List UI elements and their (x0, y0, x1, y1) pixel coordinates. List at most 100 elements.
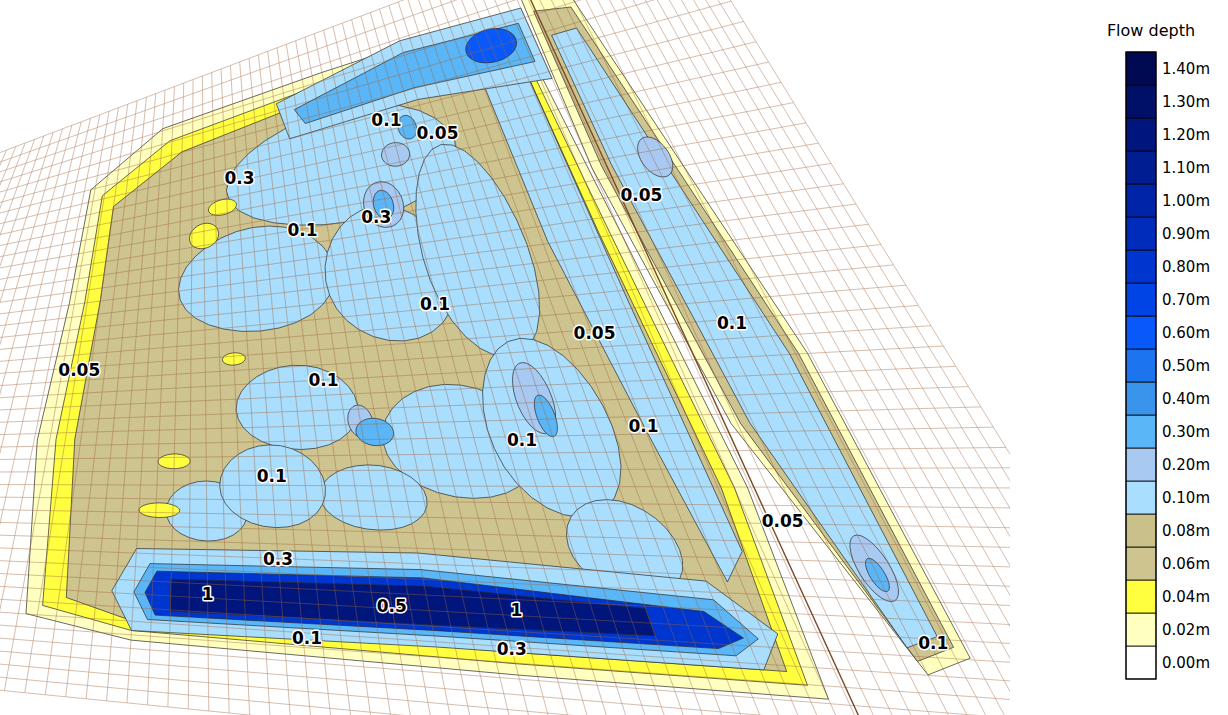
colorbar-label: 1.30m (1162, 93, 1210, 111)
mesh-line (0, 150, 7, 668)
colorbar-label: 0.04m (1162, 588, 1210, 606)
colorbar-cell (1126, 646, 1156, 679)
contour-label: 0.05 (417, 123, 459, 143)
mesh-line (0, 21, 744, 221)
embankment-ridge (512, 0, 887, 715)
mesh-line (107, 94, 156, 701)
mesh-line (86, 97, 146, 699)
colorbar-label: 1.40m (1162, 60, 1210, 78)
colorbar-cell (1126, 217, 1156, 250)
mesh-line (519, 0, 903, 715)
contour-label: 0.3 (224, 168, 254, 188)
contour-label: 0.1 (420, 294, 450, 314)
mesh-line (669, 0, 1010, 715)
mesh-line (0, 42, 756, 234)
mesh-line (641, 0, 1010, 715)
contour-label: 0.3 (263, 549, 293, 569)
mesh-line (426, 0, 699, 715)
contour-label: 1 (202, 584, 214, 604)
colorbar-cell (1126, 250, 1156, 283)
colorbar-label: 0.00m (1162, 654, 1210, 672)
depth-zone (43, 26, 808, 686)
mesh-line (0, 265, 893, 359)
colorbar-label: 0.10m (1162, 489, 1210, 507)
mesh-line (380, 9, 597, 715)
colorbar-cell (1126, 52, 1156, 85)
mesh-line (168, 83, 184, 707)
mesh-line (445, 0, 740, 715)
mesh-line (547, 0, 965, 715)
mesh-line (0, 0, 669, 154)
mesh-line (0, 507, 1010, 529)
contour-label: 1 (510, 600, 522, 620)
mesh-line (361, 16, 556, 715)
colorbar-cell (1126, 349, 1156, 382)
mesh-line (566, 0, 1006, 715)
mesh-line (0, 609, 1010, 711)
contour-label: 0.1 (507, 430, 537, 450)
mesh (0, 0, 1010, 715)
mesh-line (0, 184, 843, 313)
mesh-line (0, 541, 1010, 589)
depth-zone (483, 338, 621, 517)
depth-zone (294, 23, 535, 123)
mesh-line (0, 587, 1010, 671)
colorbar-cell (1126, 151, 1156, 184)
colorbar-title: Flow depth (1107, 21, 1195, 40)
mesh-line (0, 62, 769, 245)
mesh-line (408, 0, 659, 715)
mesh-line (0, 407, 981, 439)
contour-label: 0.1 (918, 633, 948, 653)
mesh-line (0, 0, 719, 199)
mesh-line (0, 666, 1010, 715)
depth-zone (208, 199, 236, 215)
depth-zone (638, 137, 673, 177)
mesh-line (0, 305, 918, 381)
mesh-line (0, 495, 1010, 508)
mesh-line (631, 0, 1010, 715)
mesh-line (0, 468, 1010, 473)
mesh-line (305, 37, 434, 715)
mesh-line (0, 143, 25, 672)
colorbar-label: 0.08m (1162, 522, 1210, 540)
colorbar-cell (1126, 415, 1156, 448)
contour-label: 0.1 (628, 416, 658, 436)
contour-label: 0.1 (371, 110, 401, 130)
mesh-line (491, 0, 842, 715)
depth-zone (356, 418, 394, 445)
colorbar-label: 0.90m (1162, 225, 1210, 243)
mesh-line (0, 285, 906, 370)
colorbar-cell (1126, 580, 1156, 613)
colorbar-cell (1126, 448, 1156, 481)
mesh-line (230, 65, 270, 715)
mesh-line (0, 655, 1010, 715)
mesh-line (585, 0, 1010, 715)
mesh-line (277, 48, 372, 715)
mesh-line (221, 69, 250, 715)
mesh-line (296, 41, 413, 715)
contour-label: 0.1 (717, 313, 747, 333)
colorbar-label: 0.30m (1162, 423, 1210, 441)
mesh-line (603, 0, 1010, 715)
colorbar-cell (1126, 514, 1156, 547)
mesh-line (538, 0, 944, 715)
mesh-line (342, 23, 515, 715)
mesh-line (0, 484, 1010, 488)
mesh-line (0, 1, 731, 210)
contour-label: 0.1 (257, 466, 287, 486)
depth-zone (170, 579, 655, 636)
colorbar-label: 0.02m (1162, 621, 1210, 639)
colorbar-label: 0.50m (1162, 357, 1210, 375)
colorbar: Flow depth0.00m0.02m0.04m0.06m0.08m0.10m… (1107, 21, 1210, 679)
colorbar-label: 1.00m (1162, 192, 1210, 210)
contour-label: 0.05 (762, 511, 804, 531)
mesh-line (417, 0, 679, 715)
mesh-line (0, 143, 819, 290)
depth-zone (276, 8, 552, 139)
colorbar-cell (1126, 481, 1156, 514)
mesh-line (0, 326, 931, 393)
colorbar-cell (1126, 283, 1156, 316)
mesh-line (0, 621, 1010, 715)
contour-label: 0.3 (497, 639, 527, 659)
depth-zone (139, 503, 180, 518)
